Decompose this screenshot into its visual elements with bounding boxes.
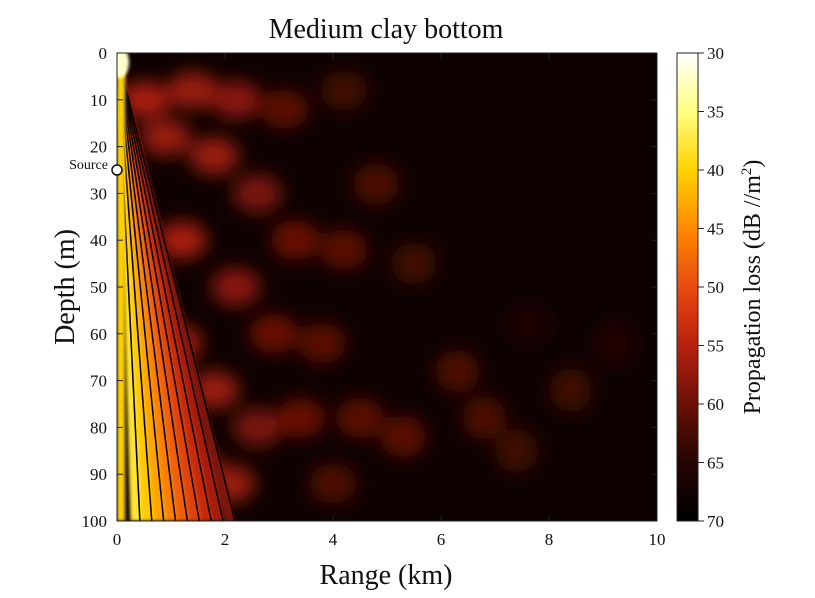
loss-lobe [391,242,437,285]
colorbar-tick-label: 45 [707,220,724,239]
heatmap-field [116,52,658,522]
x-tick-label: 6 [437,530,446,549]
loss-lobe [505,302,549,347]
chart-title: Medium clay bottom [269,14,504,45]
colorbar-tick-label: 30 [707,44,724,63]
loss-lobe [309,463,357,504]
loss-lobe [495,429,539,473]
loss-lobe [353,163,400,205]
y-tick-label: 50 [90,278,107,297]
y-tick-label: 40 [90,231,107,250]
x-tick-label: 4 [329,530,338,549]
colorbar-tick-label: 55 [707,337,724,356]
source-dot [111,164,123,176]
interference-null [117,53,236,521]
colorbar-tick-label: 60 [707,395,724,414]
source-marker: Source [69,158,123,176]
colorbar-tick-label: 50 [707,278,724,297]
loss-lobe [140,118,192,156]
field-lobes [118,70,635,504]
colorbar-tick-label: 35 [707,103,724,122]
source-label: Source [69,158,108,173]
colorbar-tick-label: 40 [707,161,724,180]
colorbar-scale [676,52,699,522]
loss-lobe [462,396,507,440]
colorbar-label-tail: ) [740,160,766,168]
loss-lobe [320,229,368,270]
colorbar-label-main: Propagation loss (dB //m [740,175,766,415]
loss-lobe [156,221,208,259]
y-tick-label: 70 [90,372,107,391]
x-axis-label: Range (km) [320,560,453,591]
loss-lobe [211,80,261,119]
x-tick-label: 2 [221,530,230,549]
loss-lobe [260,89,309,129]
y-tick-label: 60 [90,325,107,344]
y-tick-label: 80 [90,418,107,437]
interference-null [117,53,224,521]
loss-lobe [211,267,261,307]
y-axis: 0 10 20 30 40 50 60 70 80 90 100 [82,44,657,531]
interference-null [117,53,177,521]
colorbar-tick-label: 70 [707,512,724,531]
y-tick-label: 30 [90,184,107,203]
loss-lobe [320,70,368,111]
y-axis-label: Depth (m) [50,229,81,345]
colorbar-tick-label: 65 [707,454,724,473]
colorbar-label-sup: 2 [739,168,755,176]
loss-lobe [593,320,635,366]
interference-null [117,53,201,521]
colorbar-ticks: 30 35 40 45 50 55 60 65 70 [698,44,724,531]
y-tick-label: 20 [90,138,107,157]
loss-lobe [298,323,346,364]
colorbar: 30 35 40 45 50 55 60 65 70 Propagation loss (dB … [676,44,766,531]
x-tick-label: 10 [649,530,666,549]
loss-lobe [232,408,282,447]
y-tick-label: 100 [82,512,108,531]
loss-lobe [167,71,218,110]
y-tick-label: 10 [90,91,107,110]
loss-lobe [380,416,427,458]
loss-lobe [189,137,240,175]
source-hotspot [117,53,129,79]
loss-lobe [249,314,298,354]
x-axis: 0 2 4 6 8 10 [113,53,666,549]
loss-lobe [232,174,282,213]
x-tick-label: 0 [113,530,122,549]
interference-null [117,53,189,521]
x-tick-label: 8 [545,530,554,549]
colorbar-label: Propagation loss (dB //m2) [739,160,766,415]
loss-lobe [336,397,384,439]
loss-lobe [271,220,320,260]
interference-null [117,53,212,521]
loss-lobe [549,367,592,413]
loss-lobe [434,350,480,393]
y-tick-label: 0 [99,44,108,63]
y-tick-label: 90 [90,465,107,484]
loss-lobe [276,398,325,438]
